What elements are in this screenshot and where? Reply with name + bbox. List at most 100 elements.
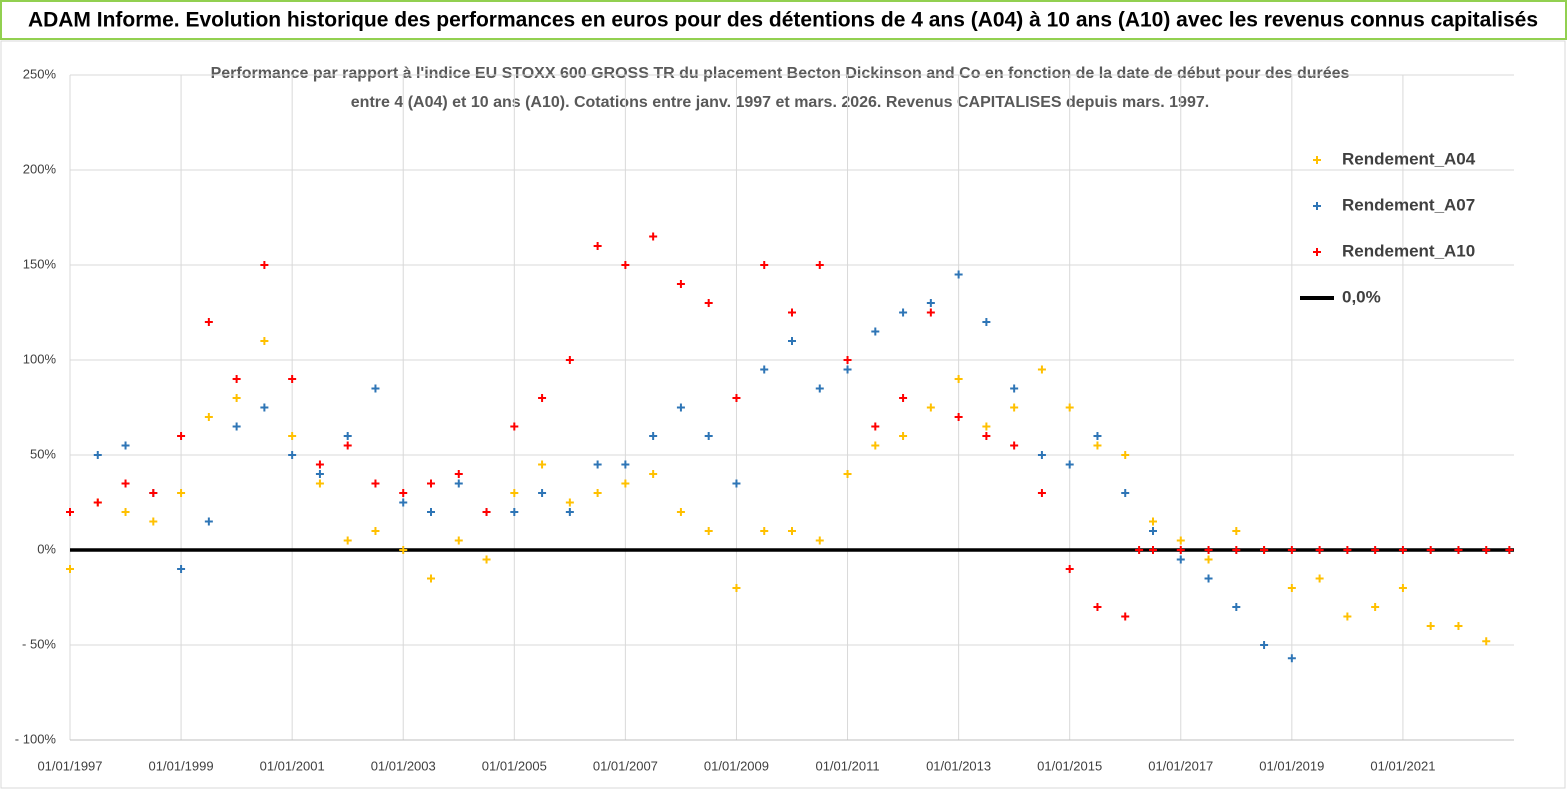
point — [843, 356, 852, 364]
point — [149, 489, 158, 497]
point — [1371, 546, 1380, 554]
point — [232, 422, 241, 431]
point — [926, 299, 935, 307]
point — [288, 375, 297, 383]
x-tick-label: 01/01/2001 — [260, 758, 325, 773]
point — [1343, 546, 1352, 554]
point — [1315, 546, 1324, 554]
y-tick-label: 100% — [23, 351, 57, 366]
point — [760, 365, 769, 374]
point — [954, 375, 963, 383]
point — [1135, 546, 1144, 554]
point — [899, 394, 908, 402]
legend-swatch — [1313, 156, 1321, 164]
point — [1121, 612, 1130, 621]
point — [1010, 384, 1019, 393]
point — [954, 413, 963, 421]
point — [788, 527, 796, 535]
x-tick-label: 01/01/2019 — [1259, 758, 1324, 773]
point — [454, 479, 463, 488]
point — [510, 489, 519, 497]
point — [871, 441, 880, 450]
point — [1371, 603, 1380, 611]
point — [1287, 654, 1296, 663]
point — [1204, 574, 1213, 583]
point — [788, 337, 796, 345]
point — [1010, 441, 1019, 450]
point — [260, 261, 269, 269]
point — [371, 479, 380, 488]
point — [1260, 641, 1269, 649]
point — [982, 432, 991, 440]
point — [815, 384, 824, 393]
point — [1287, 584, 1296, 592]
point — [315, 470, 324, 478]
point — [371, 384, 380, 393]
legend-label: Rendement_A07 — [1342, 195, 1475, 214]
point — [315, 479, 324, 488]
point — [121, 441, 130, 450]
point — [788, 308, 796, 317]
point — [1093, 603, 1102, 611]
point — [982, 422, 991, 431]
point — [93, 498, 102, 507]
y-tick-label: 150% — [23, 256, 57, 271]
point — [815, 261, 824, 269]
point — [1149, 546, 1157, 554]
point — [1232, 603, 1241, 611]
point — [899, 432, 908, 440]
point — [343, 432, 352, 440]
point — [732, 479, 741, 488]
point — [1287, 546, 1296, 554]
point — [649, 432, 658, 440]
point — [427, 574, 435, 583]
point — [621, 261, 630, 269]
x-tick-label: 01/01/2007 — [593, 758, 658, 773]
point — [482, 508, 491, 516]
point — [704, 527, 713, 535]
point — [704, 432, 713, 440]
point — [1505, 546, 1514, 554]
point — [1426, 546, 1435, 554]
point — [315, 460, 324, 469]
point — [1176, 555, 1185, 564]
chart-title: entre 4 (A04) et 10 ans (A10). Cotations… — [351, 94, 1209, 111]
point — [565, 356, 574, 364]
point — [121, 508, 130, 516]
point — [66, 508, 74, 516]
x-tick-label: 01/01/1997 — [37, 758, 102, 773]
point — [1121, 451, 1130, 459]
point — [1037, 365, 1046, 374]
point — [343, 536, 352, 545]
point — [232, 394, 241, 402]
point — [565, 498, 574, 507]
y-tick-label: 200% — [23, 161, 57, 176]
point — [1093, 432, 1102, 440]
point — [1065, 460, 1074, 469]
point — [676, 403, 685, 412]
point — [593, 489, 602, 497]
point — [1176, 536, 1185, 545]
x-tick-label: 01/01/2009 — [704, 758, 769, 773]
point — [1398, 584, 1407, 592]
y-tick-label: 50% — [30, 446, 56, 461]
point — [1343, 612, 1352, 621]
legend-label: 0,0% — [1342, 287, 1381, 306]
x-tick-label: 01/01/2013 — [926, 758, 991, 773]
point — [1260, 546, 1269, 554]
point — [538, 489, 547, 497]
point — [1121, 489, 1130, 497]
header: ADAM Informe. Evolution historique des p… — [28, 9, 1538, 32]
point — [399, 498, 408, 507]
point — [676, 508, 685, 516]
point — [204, 517, 213, 526]
point — [343, 441, 352, 450]
y-tick-label: - 50% — [22, 636, 56, 651]
point — [1482, 637, 1491, 646]
point — [371, 527, 380, 535]
point — [1065, 565, 1074, 573]
point — [399, 546, 408, 554]
point — [760, 261, 769, 269]
y-tick-label: 0% — [37, 541, 56, 556]
